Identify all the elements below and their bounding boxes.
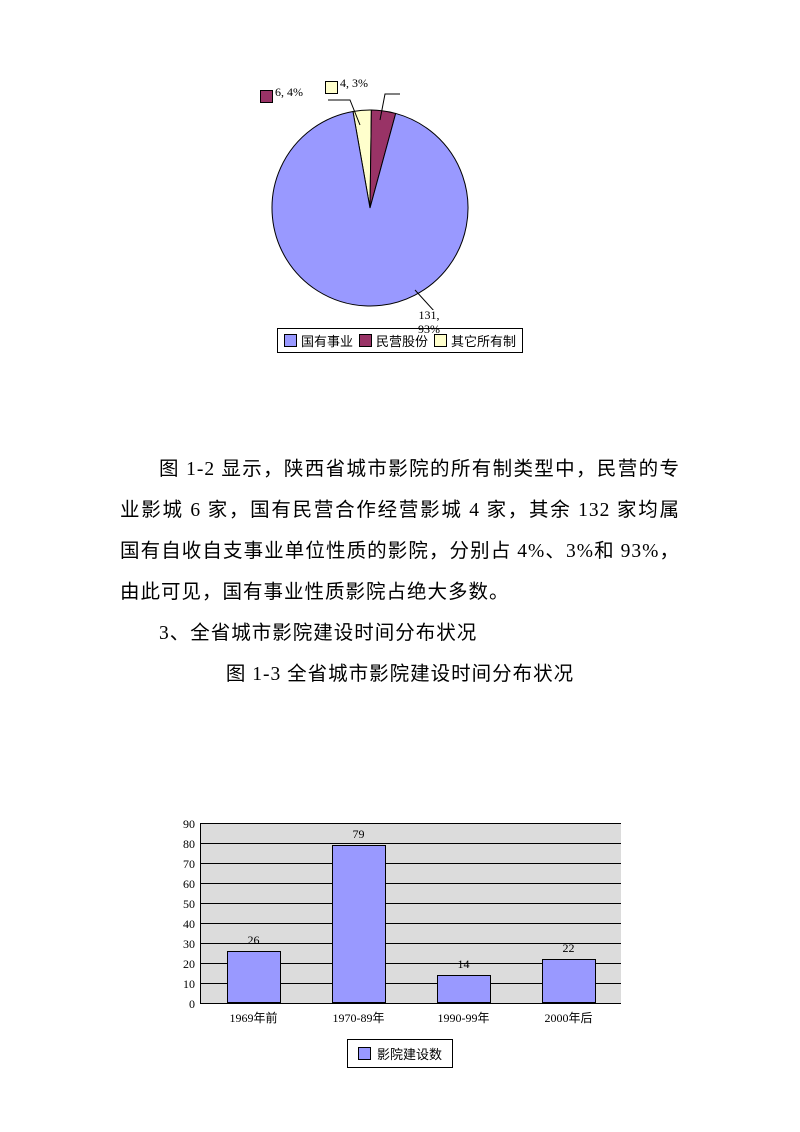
pie-datalabel-text: 6, 4% [275,85,303,99]
bar-xtick: 1990-99年 [411,1009,516,1026]
bar-value-label: 14 [458,957,470,972]
bar-xtick: 1969年前 [201,1009,306,1026]
bar-gridline: 90 [201,823,621,824]
bar: 26 [227,951,281,1003]
pie-legend-item: 国有事业 [284,331,353,350]
bar-gridline: 50 [201,903,621,904]
bar: 79 [332,845,386,1003]
bar-value-label: 26 [248,933,260,948]
pie-datalabel-text: 4, 3% [340,76,368,90]
bar-ytick: 10 [183,977,195,992]
bar-ytick: 50 [183,897,195,912]
bar-ytick: 70 [183,857,195,872]
pie-legend-label: 其它所有制 [451,331,516,350]
pie-datalabel: 131, 93% [418,308,440,337]
bar-gridline: 70 [201,863,621,864]
body-text: 图 1-2 显示，陕西省城市影院的所有制类型中，民营的专业影城 6 家，国有民营… [120,450,680,696]
pie-legend-item: 其它所有制 [434,331,516,350]
bar-ytick: 0 [189,997,195,1012]
bar-legend-label: 影院建设数 [377,1044,442,1063]
pie-datalabel-text: 131, [419,308,440,322]
bar-legend: 影院建设数 [347,1039,453,1068]
pie-legend-swatch [284,334,297,347]
bar-legend-swatch [358,1047,371,1060]
bar-gridline: 40 [201,923,621,924]
pie-legend: 国有事业 民营股份 其它所有制 [277,328,523,353]
bar-value-label: 79 [353,827,365,842]
bar-gridline: 30 [201,943,621,944]
bar-ytick: 60 [183,877,195,892]
bar-gridline: 0 [201,1003,621,1004]
bar-gridline: 80 [201,843,621,844]
bar-ytick: 40 [183,917,195,932]
figure-caption: 图 1-3 全省城市影院建设时间分布状况 [120,655,680,696]
bar-ytick: 30 [183,937,195,952]
pie-legend-label: 国有事业 [301,331,353,350]
pie-datalabel-swatch [260,90,273,103]
bar-ytick: 20 [183,957,195,972]
bar-xtick: 2000年后 [516,1009,621,1026]
bar: 14 [437,975,491,1003]
pie-datalabel: 6, 4% [275,85,303,99]
pie-datalabel-text: 93% [418,322,440,336]
bar-xtick: 1970-89年 [306,1009,411,1026]
paragraph: 图 1-2 显示，陕西省城市影院的所有制类型中，民营的专业影城 6 家，国有民营… [120,450,680,614]
pie-chart: 131, 93% 6, 4% 4, 3% 国有事业 民营股份 其它所有制 [250,100,550,380]
pie-svg [250,100,490,320]
bar-ytick: 80 [183,837,195,852]
bar-plot-area: 0102030405060708090261969年前791970-89年141… [200,823,621,1004]
heading: 3、全省城市影院建设时间分布状况 [120,614,680,655]
bar-chart: 0 10 20 30 40 50 60 70 80 90 26 1969年前 79 1970-89年 14 1… [135,815,665,1105]
bar-plot: 0 10 20 30 40 50 60 70 80 90 26 1969年前 79 1970-89年 14 1… [160,815,640,1025]
pie-legend-swatch [359,334,372,347]
pie-datalabel: 4, 3% [340,76,368,90]
bar-value-label: 22 [563,941,575,956]
bar-ytick: 90 [183,817,195,832]
bar: 22 [542,959,596,1003]
pie-datalabel-swatch [325,81,338,94]
bar-gridline: 60 [201,883,621,884]
